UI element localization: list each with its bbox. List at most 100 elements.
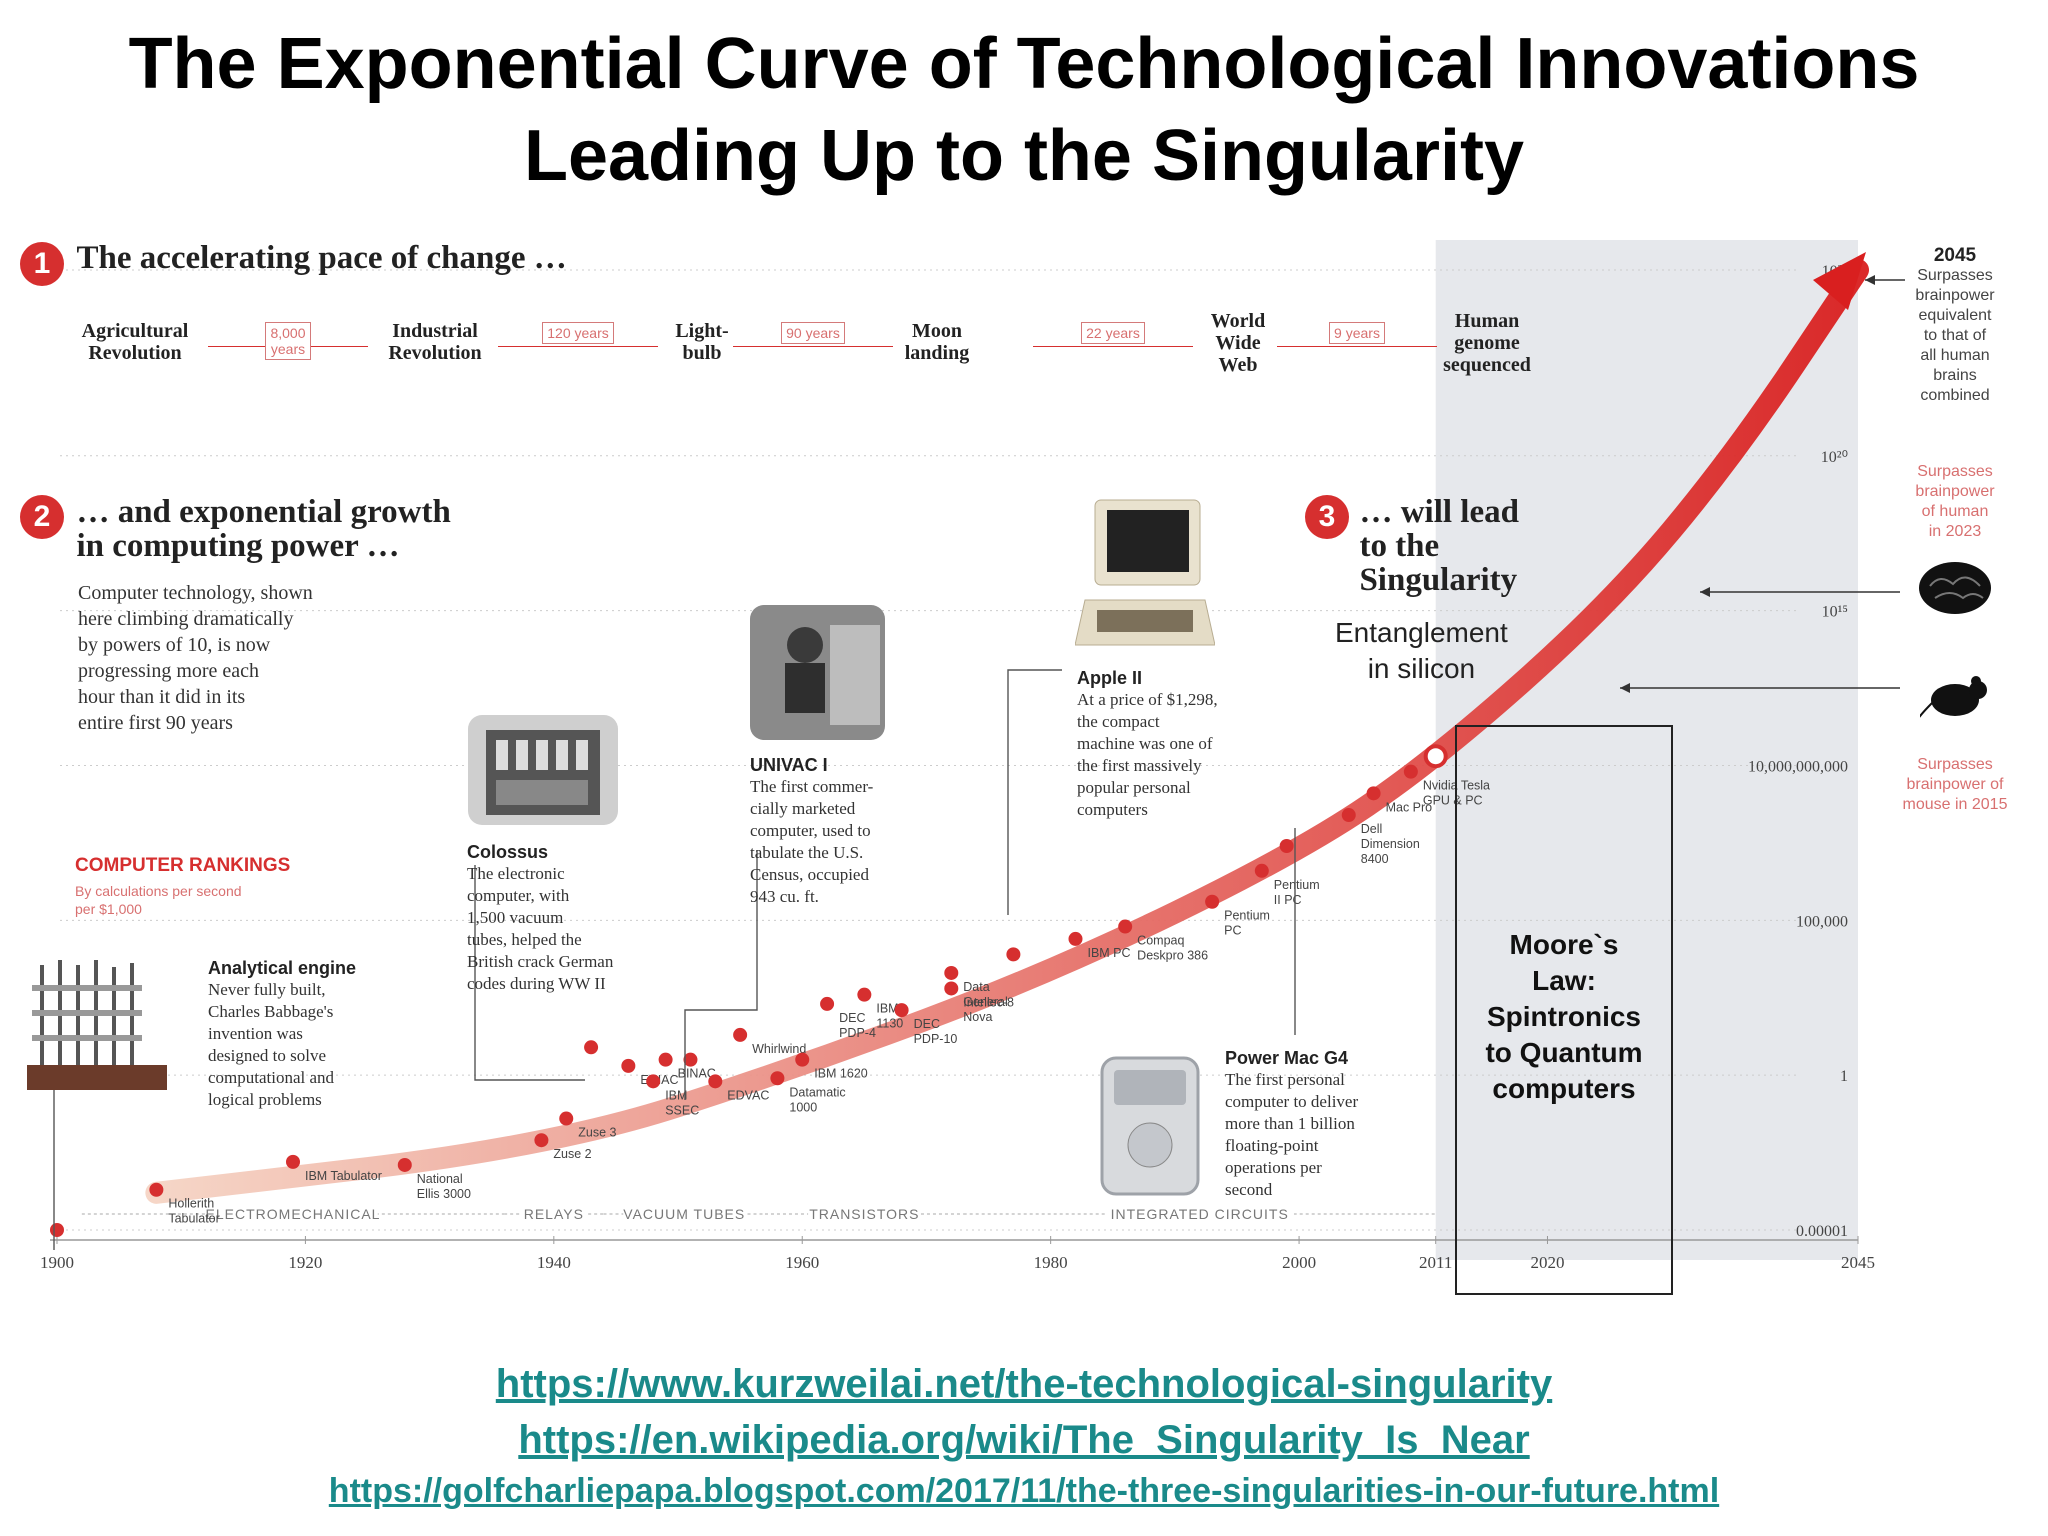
era-label-bg: [208, 1204, 378, 1222]
gap-arrow-line: [733, 346, 893, 347]
callout-analytical-title: Analytical engine: [208, 958, 357, 978]
x-tick-label: 1940: [537, 1253, 571, 1272]
infographic: 10²⁶10²⁰10¹⁵10,000,000,000100,00010.0000…: [0, 210, 2048, 1335]
data-point: [1423, 744, 1448, 769]
x-tick-label: 2045: [1841, 1253, 1875, 1272]
x-tick-label: 1960: [785, 1253, 819, 1272]
data-point-label: IBM Tabulator: [305, 1169, 382, 1183]
era-label: TRANSISTORS: [809, 1206, 919, 1222]
data-point: [1366, 786, 1381, 801]
data-point-label-line: PDP-10: [914, 1032, 958, 1046]
callout-colossus-title: Colossus: [467, 842, 549, 862]
data-point-label-line: Pentium: [1274, 878, 1320, 892]
gap-label: 90 years: [781, 322, 845, 344]
data-point: [944, 965, 959, 980]
data-point-label-line: DEC: [914, 1017, 940, 1031]
chart-svg: 10²⁶10²⁰10¹⁵10,000,000,000100,00010.0000…: [40, 240, 1905, 1272]
gap-label: 9 years: [1329, 322, 1385, 344]
gap-label: 8,000 years: [265, 322, 311, 360]
data-point: [559, 1111, 574, 1126]
data-point: [894, 1003, 909, 1018]
data-point-label-line: National: [417, 1172, 463, 1186]
callout-univac-body: The first commer- cially marketed comput…: [750, 777, 874, 906]
page-title-line2: Leading Up to the Singularity: [523, 116, 1525, 196]
arrow-2045-head: [1865, 275, 1875, 285]
milestone-label: World Wide Web: [1210, 310, 1266, 376]
data-point: [50, 1223, 64, 1237]
x-tick-label: 2020: [1530, 1253, 1564, 1272]
x-tick-label: 1920: [288, 1253, 322, 1272]
section3-number: 3: [1305, 495, 1349, 539]
data-point-label: Hollerith Tabulator: [168, 1197, 219, 1226]
data-point-label-line: PDP-4: [839, 1026, 876, 1040]
callout-univac: UNIVAC I The first commer- cially market…: [750, 755, 873, 908]
note-human: Surpasses brainpower of human in 2023: [1915, 463, 1995, 540]
data-point-label: Pentium II PC: [1274, 878, 1320, 907]
callout-colossus: Colossus The electronic computer, with 1…: [467, 842, 613, 995]
rankings-title: COMPUTER RANKINGS: [75, 855, 291, 876]
callout-univac-title: UNIVAC I: [750, 755, 828, 775]
era-label-bg: [808, 1204, 921, 1222]
milestone-label: Industrial Revolution: [388, 320, 482, 364]
gap-arrow-line: [1277, 346, 1437, 347]
note-2045: 2045 Surpasses brainpower equivalent to …: [1880, 246, 2030, 406]
era-label: ELECTROMECHANICAL: [206, 1206, 381, 1222]
data-point-label: Compaq Deskpro 386: [1137, 934, 1208, 963]
data-point: [795, 1052, 810, 1067]
era-label: INTEGRATED CIRCUITS: [1111, 1206, 1289, 1222]
univac-image: [750, 605, 885, 740]
leader-colossus: [474, 865, 585, 1081]
trend-arrowhead: [1813, 252, 1866, 310]
y-tick-label: 10,000,000,000: [1748, 758, 1848, 775]
data-point-label-line: GPU & PC: [1423, 794, 1483, 808]
data-point-label-line: DEC: [839, 1011, 865, 1025]
brain-icon: [1915, 558, 1995, 618]
data-point: [1006, 947, 1021, 962]
data-point-label-line: Compaq: [1137, 934, 1184, 948]
callout-apple-title: Apple II: [1077, 668, 1143, 688]
gap-label: 22 years: [1081, 322, 1145, 344]
section2-title: … and exponential growth in computing po…: [76, 494, 451, 564]
link-blogspot[interactable]: https://golfcharliepapa.blogspot.com/201…: [328, 1472, 1720, 1510]
y-tick-label: 1: [1840, 1068, 1848, 1085]
data-point-label-line: EDVAC: [727, 1088, 769, 1102]
data-point: [658, 1052, 673, 1067]
data-point: [646, 1074, 661, 1089]
page-title-line1: The Exponential Curve of Technological I…: [128, 24, 1920, 104]
leader-univac: [684, 850, 758, 1100]
data-point: [1068, 931, 1083, 946]
data-point-label-line: Datamatic: [789, 1085, 845, 1099]
y-tick-label: 0.00001: [1796, 1223, 1848, 1240]
data-point: [1254, 863, 1269, 878]
data-point-label-line: Dell: [1361, 822, 1383, 836]
data-point-label-line: Whirlwind: [752, 1042, 806, 1056]
link-kurzweil[interactable]: https://www.kurzweilai.net/the-technolog…: [495, 1362, 1553, 1406]
data-point-label-line: Tabulator: [168, 1212, 219, 1226]
data-point-label: Data General Nova: [963, 980, 1007, 1024]
era-label: VACUUM TUBES: [623, 1206, 745, 1222]
data-point: [285, 1154, 300, 1169]
data-point-label-line: Mac Pro: [1386, 800, 1433, 814]
section1-title: The accelerating pace of change …: [76, 240, 567, 276]
moores-law-box: Moore`s Law: Spintronics to Quantum comp…: [1455, 725, 1673, 1295]
milestone-label: Agricultural Revolution: [81, 320, 189, 364]
power-mac-image: [1090, 1050, 1210, 1200]
data-point-label: DEC PDP-4: [839, 1011, 876, 1040]
data-point-label: Pentium PC: [1224, 909, 1270, 938]
x-tick-label: 2000: [1282, 1253, 1316, 1272]
y-tick-label: 10²⁰: [1821, 449, 1848, 466]
section2-body: Computer technology, shown here climbing…: [78, 582, 313, 734]
data-point-label-line: 8400: [1361, 852, 1389, 866]
data-point-label-line: IBM: [665, 1088, 687, 1102]
gap-label: 120 years: [542, 322, 614, 344]
data-point-label-line: Data: [963, 980, 989, 994]
section1-number: 1: [20, 241, 64, 286]
rankings-subtitle: By calculations per second per $1,000: [75, 883, 242, 917]
link-wikipedia[interactable]: https://en.wikipedia.org/wiki/The_Singul…: [518, 1418, 1530, 1462]
apple-ii-image: [1074, 495, 1216, 655]
data-point: [1205, 894, 1220, 909]
data-point-label-line: SSEC: [665, 1103, 699, 1117]
era-label-bg: [623, 1204, 746, 1222]
data-point-label-line: IBM 1620: [814, 1067, 868, 1081]
section3-heading: 3 … will lead to the Singularity: [1305, 495, 1519, 597]
